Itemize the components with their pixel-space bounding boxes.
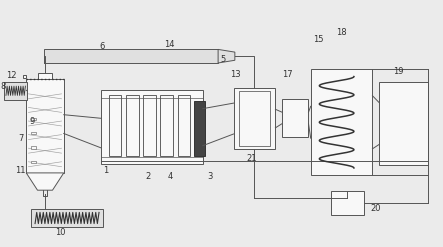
Text: 17: 17 <box>283 70 293 79</box>
Text: 13: 13 <box>230 70 241 79</box>
Bar <box>160 95 173 156</box>
Bar <box>233 88 276 149</box>
Text: 15: 15 <box>313 35 324 44</box>
Bar <box>31 132 36 134</box>
Text: 19: 19 <box>393 67 403 76</box>
Polygon shape <box>218 49 235 63</box>
Bar <box>31 161 36 163</box>
Text: 18: 18 <box>336 28 347 37</box>
Polygon shape <box>26 173 64 190</box>
Text: 1: 1 <box>104 166 109 175</box>
Bar <box>311 69 373 175</box>
Bar <box>109 95 121 156</box>
Bar <box>239 91 270 146</box>
Bar <box>39 73 52 79</box>
Text: 20: 20 <box>370 204 381 213</box>
Bar <box>31 209 103 227</box>
Bar <box>282 99 308 137</box>
Bar <box>330 191 364 215</box>
Bar <box>101 90 202 164</box>
Bar <box>379 82 427 165</box>
Text: 4: 4 <box>168 172 173 181</box>
Text: 11: 11 <box>15 166 26 175</box>
Text: 2: 2 <box>145 172 150 181</box>
Bar <box>26 79 64 173</box>
Bar <box>194 101 205 156</box>
Bar <box>31 118 36 120</box>
Text: 3: 3 <box>207 172 213 181</box>
Bar <box>31 146 36 149</box>
Text: 6: 6 <box>100 42 105 51</box>
Bar <box>44 49 218 63</box>
Bar <box>144 95 155 156</box>
Text: 9: 9 <box>29 117 35 125</box>
Text: 5: 5 <box>220 55 225 64</box>
Bar <box>23 75 26 78</box>
Text: 10: 10 <box>55 228 66 237</box>
Text: 12: 12 <box>7 71 17 80</box>
Text: 21: 21 <box>247 154 257 163</box>
Bar <box>178 95 190 156</box>
Text: 8: 8 <box>0 82 6 91</box>
Bar <box>126 95 139 156</box>
Text: 14: 14 <box>164 40 175 49</box>
Bar <box>4 82 27 100</box>
Text: 7: 7 <box>18 134 23 143</box>
